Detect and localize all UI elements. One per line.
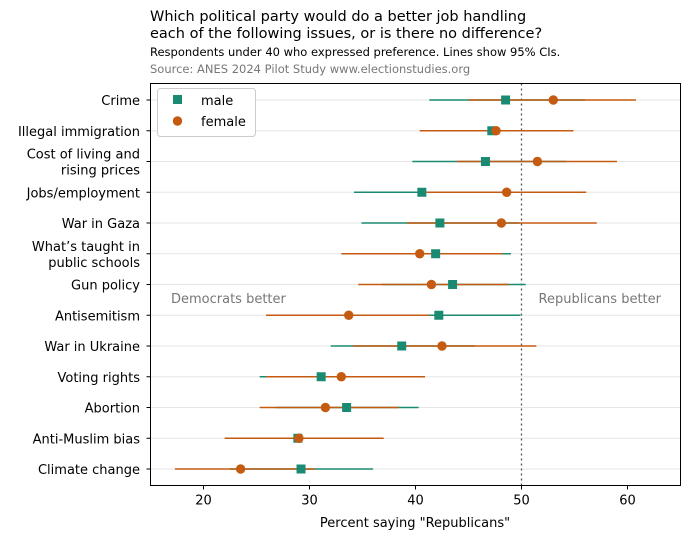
chart-source: Source: ANES 2024 Pilot Study www.electi… bbox=[150, 62, 471, 76]
y-tick-label: Antisemitism bbox=[55, 309, 140, 324]
point-female bbox=[437, 341, 447, 351]
data-marks bbox=[174, 95, 636, 474]
x-axis-label: Percent saying "Republicans" bbox=[320, 516, 510, 531]
point-female bbox=[426, 279, 437, 290]
point-female bbox=[548, 95, 558, 105]
x-tick-label: 30 bbox=[301, 494, 318, 509]
point-female bbox=[496, 218, 507, 228]
point-male bbox=[342, 403, 352, 412]
y-tick-label: Crime bbox=[101, 94, 140, 109]
y-tick-label: Abortion bbox=[85, 402, 140, 417]
x-tick-label: 50 bbox=[513, 494, 530, 509]
x-tick-label: 40 bbox=[407, 494, 424, 509]
x-tick-label: 20 bbox=[195, 494, 212, 509]
point-female bbox=[415, 249, 425, 259]
point-male bbox=[431, 249, 441, 259]
annotation-democrats-better: Democrats better bbox=[171, 292, 287, 307]
chart-subtitle: Respondents under 40 who expressed prefe… bbox=[150, 45, 561, 59]
point-male bbox=[417, 187, 427, 197]
chart-title-line-2: each of the following issues, or is ther… bbox=[150, 26, 543, 42]
y-tick-label-line: Cost of living and bbox=[27, 148, 140, 163]
legend-male-marker bbox=[173, 95, 182, 104]
annotation-republicans-better: Republicans better bbox=[539, 292, 662, 307]
point-male bbox=[448, 280, 458, 289]
y-tick-label: Climate change bbox=[38, 463, 140, 478]
point-male bbox=[480, 157, 490, 166]
y-tick-label: Gun policy bbox=[71, 279, 140, 294]
x-axis: 20 30 40 50 60 bbox=[195, 485, 636, 509]
legend-female-marker bbox=[172, 116, 183, 126]
point-male bbox=[501, 95, 511, 105]
chart-title: Which political party would do a better … bbox=[150, 9, 542, 43]
x-tick-label: 60 bbox=[619, 494, 636, 509]
legend-female-label: female bbox=[201, 115, 246, 130]
y-tick-label-line: rising prices bbox=[61, 164, 140, 179]
y-tick-label: Illegal immigration bbox=[18, 125, 140, 140]
point-male bbox=[397, 341, 407, 351]
y-axis: Crime Illegal immigration Cost of living a… bbox=[18, 94, 151, 478]
point-male bbox=[296, 464, 306, 474]
point-female bbox=[336, 372, 346, 382]
legend: male female bbox=[157, 88, 256, 137]
point-female bbox=[320, 402, 331, 413]
y-tick-label: Jobs/employment bbox=[26, 186, 140, 201]
point-female bbox=[491, 126, 501, 136]
y-tick-label-line: public schools bbox=[48, 256, 140, 271]
point-female bbox=[294, 433, 304, 443]
y-tick-label: War in Gaza bbox=[62, 217, 140, 232]
legend-male-label: male bbox=[201, 94, 233, 109]
point-female bbox=[235, 464, 246, 474]
y-tick-label: What’s taught in public schools bbox=[32, 240, 140, 271]
chart-title-line-1: Which political party would do a better … bbox=[150, 9, 527, 25]
point-female bbox=[501, 187, 512, 197]
y-tick-label: Voting rights bbox=[58, 371, 141, 386]
point-female bbox=[344, 310, 354, 320]
y-tick-label: Anti-Muslim bias bbox=[33, 432, 141, 447]
point-male bbox=[434, 310, 444, 320]
point-male bbox=[316, 372, 326, 382]
y-tick-label-line: What’s taught in bbox=[32, 240, 140, 255]
point-male bbox=[435, 218, 445, 228]
point-female bbox=[532, 156, 543, 167]
y-tick-label: Cost of living and rising prices bbox=[27, 148, 141, 179]
y-tick-label: War in Ukraine bbox=[44, 340, 140, 355]
